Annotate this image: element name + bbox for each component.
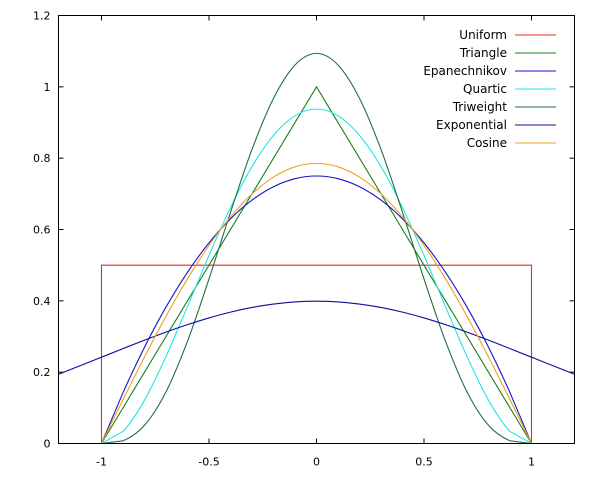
legend-label-triweight: Triweight xyxy=(452,100,508,114)
legend-label-exponential: Exponential xyxy=(436,118,507,132)
ticks-layer: -1 -0.5 0 0.5 1 0 0.2 0.4 0.6 0.8 1 1.2 xyxy=(33,10,575,469)
y-tick-label: 0.8 xyxy=(33,152,51,165)
y-tick-label: 0.6 xyxy=(33,224,51,237)
y-tick-label: 1.2 xyxy=(33,10,51,23)
series-line-epanechnikov xyxy=(58,175,575,445)
x-tick-label: -1 xyxy=(96,456,107,469)
x-tick-label: 0.5 xyxy=(415,456,433,469)
legend-label-triangle: Triangle xyxy=(459,46,507,60)
legend-label-uniform: Uniform xyxy=(459,28,507,42)
legend-label-cosine: Cosine xyxy=(467,136,507,150)
y-tick-label: 0.4 xyxy=(33,295,51,308)
x-tick-label: 0 xyxy=(313,456,320,469)
series-line-triweight xyxy=(58,52,575,445)
legend-label-quartic: Quartic xyxy=(463,82,507,96)
series-line-quartic xyxy=(58,108,575,445)
y-tick-label: 0 xyxy=(44,438,51,451)
x-tick-label: -0.5 xyxy=(198,456,219,469)
legend: Uniform Triangle Epanechnikov Quartic Triwei… xyxy=(423,28,556,150)
x-tick-label: 1 xyxy=(528,456,535,469)
legend-label-epanechnikov: Epanechnikov xyxy=(423,64,507,78)
y-tick-label: 0.2 xyxy=(33,366,51,379)
series-line-cosine xyxy=(58,162,575,445)
series-line-exponential xyxy=(58,300,575,375)
plot-frame xyxy=(58,15,575,444)
series-line-uniform xyxy=(58,264,575,445)
y-tick-label: 1 xyxy=(44,81,51,94)
